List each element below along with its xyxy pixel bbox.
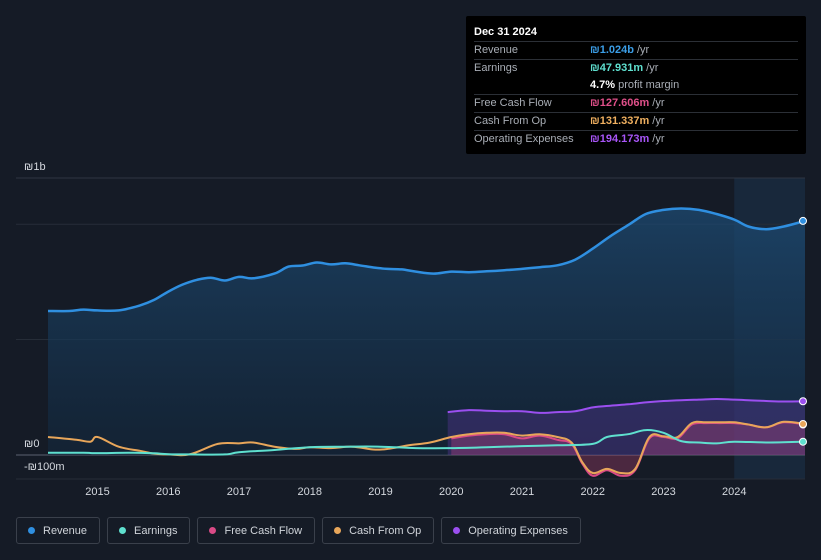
tooltip-unit: /yr — [652, 115, 665, 127]
x-tick-label: 2021 — [510, 486, 534, 498]
tooltip-unit: /yr — [652, 97, 665, 109]
series-layer — [47, 207, 806, 477]
legend-item-cash-from-op[interactable]: Cash From Op — [322, 517, 435, 544]
tooltip-row-profit-margin: 4.7% profit margin — [474, 77, 798, 95]
y-tick-label: ₪0 — [24, 438, 39, 450]
series-operating-expenses-end-point — [799, 397, 807, 406]
y-tick-label: -₪100m — [24, 461, 65, 473]
tooltip-unit: /yr — [636, 44, 650, 56]
x-tick-label: 2019 — [368, 486, 392, 498]
legend-label: Free Cash Flow — [224, 524, 303, 537]
x-tick-label: 2015 — [85, 486, 109, 498]
tooltip-unit: /yr — [652, 133, 665, 145]
tooltip-value: ₪194.173m — [590, 133, 650, 145]
end-markers — [799, 216, 807, 446]
series-cash-from-op-end-point — [799, 419, 807, 428]
legend-label: Operating Expenses — [468, 524, 568, 537]
legend-dot-icon — [209, 527, 217, 534]
series-revenue-line — [47, 207, 806, 313]
chart-area: ₪1b ₪0 -₪100m 2015 2016 2017 2018 2019 2020 2021… — [16, 161, 807, 498]
legend-label: Earnings — [134, 524, 178, 537]
x-tick-label: 2017 — [227, 486, 251, 498]
series-earnings-end-point — [799, 437, 807, 446]
series-earnings-line — [47, 429, 806, 456]
tooltip: Dec 31 2024 Revenue ₪1.024b /yr Earnings… — [466, 16, 806, 154]
tooltip-unit: /yr — [646, 62, 659, 74]
legend-label: Cash From Op — [349, 524, 422, 537]
tooltip-label: Earnings — [474, 62, 518, 74]
legend-item-operating-expenses[interactable]: Operating Expenses — [441, 517, 581, 544]
tooltip-label: Free Cash Flow — [474, 97, 552, 109]
x-tick-label: 2020 — [439, 486, 463, 498]
tooltip-value: ₪47.931m — [590, 62, 644, 74]
x-tick-label: 2018 — [298, 486, 322, 498]
tooltip-value: ₪127.606m — [590, 97, 650, 109]
legend-dot-icon — [119, 527, 127, 534]
legend-item-revenue[interactable]: Revenue — [16, 517, 101, 544]
tooltip-row-operating-expenses: Operating Expenses ₪194.173m /yr — [474, 131, 798, 148]
legend-label: Revenue — [43, 524, 88, 537]
legend-dot-icon — [453, 527, 461, 534]
tooltip-value: ₪131.337m — [590, 115, 650, 127]
x-tick-label: 2023 — [651, 486, 675, 498]
tooltip-value: ₪1.024b — [590, 44, 634, 56]
tooltip-row-free-cash-flow: Free Cash Flow ₪127.606m /yr — [474, 95, 798, 113]
tooltip-label: Revenue — [474, 44, 519, 56]
tooltip-unit: profit margin — [618, 79, 680, 91]
legend: Revenue Earnings Free Cash Flow Cash Fro… — [16, 517, 588, 544]
series-revenue-end-point — [799, 216, 807, 225]
tooltip-row-revenue: Revenue ₪1.024b /yr — [474, 42, 798, 60]
x-tick-label: 2024 — [722, 486, 746, 498]
x-tick-label: 2022 — [581, 486, 605, 498]
tooltip-date: Dec 31 2024 — [474, 24, 798, 42]
y-tick-label: ₪1b — [24, 161, 46, 173]
x-tick-label: 2016 — [156, 486, 180, 498]
legend-dot-icon — [334, 527, 342, 534]
tooltip-label: Operating Expenses — [474, 133, 574, 145]
tooltip-value: 4.7% — [590, 79, 616, 91]
tooltip-label — [474, 77, 590, 94]
tooltip-row-earnings: Earnings ₪47.931m /yr — [474, 60, 798, 77]
legend-item-earnings[interactable]: Earnings — [107, 517, 191, 544]
y-axis: ₪1b ₪0 -₪100m — [24, 161, 65, 473]
legend-dot-icon — [28, 527, 35, 534]
series-revenue-area — [48, 208, 805, 455]
x-axis: 2015 2016 2017 2018 2019 2020 2021 2022 2023 2024 — [85, 486, 746, 498]
series-operating-expenses-line — [447, 398, 806, 414]
tooltip-row-cash-from-op: Cash From Op ₪131.337m /yr — [474, 113, 798, 131]
tooltip-label: Cash From Op — [474, 115, 547, 127]
legend-item-free-cash-flow[interactable]: Free Cash Flow — [197, 517, 316, 544]
